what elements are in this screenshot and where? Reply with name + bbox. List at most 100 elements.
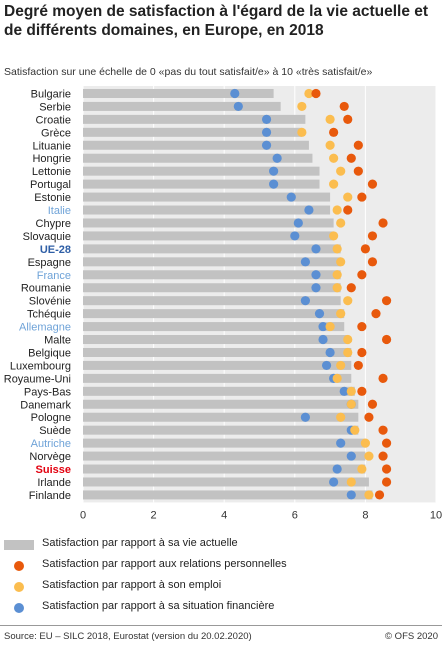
dot-relations xyxy=(367,257,378,267)
bar-life xyxy=(83,283,341,293)
dot-financial xyxy=(336,438,346,448)
footer-divider xyxy=(0,625,442,626)
dot-job xyxy=(364,490,374,500)
bar-life xyxy=(83,140,309,150)
dot-job xyxy=(343,347,353,358)
bar-life xyxy=(83,438,366,448)
dot-financial xyxy=(321,360,332,371)
category-label: Tchéquie xyxy=(27,309,71,321)
copyright: © OFS 2020 xyxy=(385,631,438,642)
bar-life xyxy=(83,205,331,215)
category-label: Suède xyxy=(39,425,71,437)
legend-dot-job xyxy=(14,582,24,592)
bar-life xyxy=(83,88,274,98)
dot-job xyxy=(332,373,342,383)
dot-relations xyxy=(357,386,367,396)
dot-relations xyxy=(381,438,392,448)
bar-life xyxy=(83,425,359,435)
chart-subtitle: Satisfaction sur une échelle de 0 «pas d… xyxy=(4,66,373,78)
category-label: Slovénie xyxy=(29,296,71,308)
bar-life xyxy=(83,218,334,228)
category-label: Italie xyxy=(48,205,71,217)
dot-relations xyxy=(381,477,392,487)
legend-label-financial: Satisfaction par rapport à sa situation … xyxy=(42,600,275,612)
category-label: Croatie xyxy=(36,114,71,126)
dot-job xyxy=(336,166,346,176)
dot-relations xyxy=(371,309,381,319)
bar-life xyxy=(83,477,369,487)
bar-life xyxy=(83,360,352,370)
legend-label-relations: Satisfaction par rapport aux relations p… xyxy=(42,558,287,570)
category-label: Estonie xyxy=(34,192,71,204)
dot-financial xyxy=(314,309,325,319)
dot-financial xyxy=(300,257,310,267)
chart-area: 0 2 4 6 8 10 BulgarieSerbieCroatieGrèceLituani… xyxy=(4,86,442,521)
dot-job xyxy=(364,451,374,461)
dot-job xyxy=(297,127,307,137)
category-label: Suisse xyxy=(36,464,71,476)
dot-job xyxy=(336,257,346,267)
category-label: France xyxy=(37,270,71,282)
legend-swatch-bar xyxy=(4,540,34,550)
dot-financial xyxy=(318,321,328,332)
bar-life xyxy=(83,347,352,357)
category-label: Bulgarie xyxy=(31,88,71,100)
category-label: Hongrie xyxy=(32,153,71,165)
category-label: Lettonie xyxy=(32,166,71,178)
category-label: Malte xyxy=(44,335,71,347)
dot-financial xyxy=(304,205,314,215)
dot-financial xyxy=(300,412,310,422)
dot-relations xyxy=(343,114,353,124)
category-label: Finlande xyxy=(29,490,71,502)
dot-relations xyxy=(311,88,321,99)
bar-life xyxy=(83,412,359,422)
legend-item-relations: Satisfaction par rapport aux relations p… xyxy=(0,555,442,575)
dot-job xyxy=(329,153,339,163)
bar-life xyxy=(83,451,366,461)
category-label: Irlande xyxy=(37,477,71,489)
category-label: Slovaquie xyxy=(23,231,71,243)
legend-dot-financial xyxy=(14,603,24,613)
dot-financial xyxy=(332,464,342,474)
dot-job xyxy=(350,425,360,435)
dot-job xyxy=(346,477,356,487)
dot-financial xyxy=(329,477,339,487)
dot-financial xyxy=(311,270,321,280)
bar-life xyxy=(83,231,334,241)
category-label: Allemagne xyxy=(19,322,71,334)
dot-relations xyxy=(367,179,378,189)
dot-financial xyxy=(272,153,282,163)
dot-relations xyxy=(360,244,370,254)
dot-job xyxy=(325,114,335,124)
bar-life xyxy=(83,179,320,189)
dot-relations xyxy=(357,270,367,280)
bar-life xyxy=(83,101,281,111)
x-tick-label: 10 xyxy=(430,509,442,521)
bar-life xyxy=(83,335,348,345)
dot-financial xyxy=(311,244,321,254)
dot-relations xyxy=(378,218,388,228)
bar-life xyxy=(83,490,373,500)
dot-financial xyxy=(339,386,349,396)
chart-title: Degré moyen de satisfaction à l'égard de… xyxy=(4,3,429,39)
dot-relations xyxy=(357,347,367,358)
dot-job xyxy=(332,270,342,280)
dot-job xyxy=(332,244,342,254)
dot-relations xyxy=(339,101,349,112)
dot-job xyxy=(329,179,339,189)
bar-life xyxy=(83,153,313,163)
bar-life xyxy=(83,166,320,176)
category-label: Royaume-Uni xyxy=(4,373,71,385)
dot-financial xyxy=(230,88,240,99)
legend-label-life: Satisfaction par rapport à sa vie actuel… xyxy=(42,537,238,549)
dot-relations xyxy=(378,451,388,461)
bar-life xyxy=(83,296,341,306)
category-label: Portugal xyxy=(30,179,71,191)
bar-life xyxy=(83,399,359,409)
dot-job xyxy=(329,231,339,241)
dot-relations xyxy=(378,425,388,435)
category-label: Chypre xyxy=(36,218,71,230)
dot-financial xyxy=(290,231,300,241)
x-tick-label: 2 xyxy=(151,509,157,521)
dot-relations xyxy=(367,399,378,409)
